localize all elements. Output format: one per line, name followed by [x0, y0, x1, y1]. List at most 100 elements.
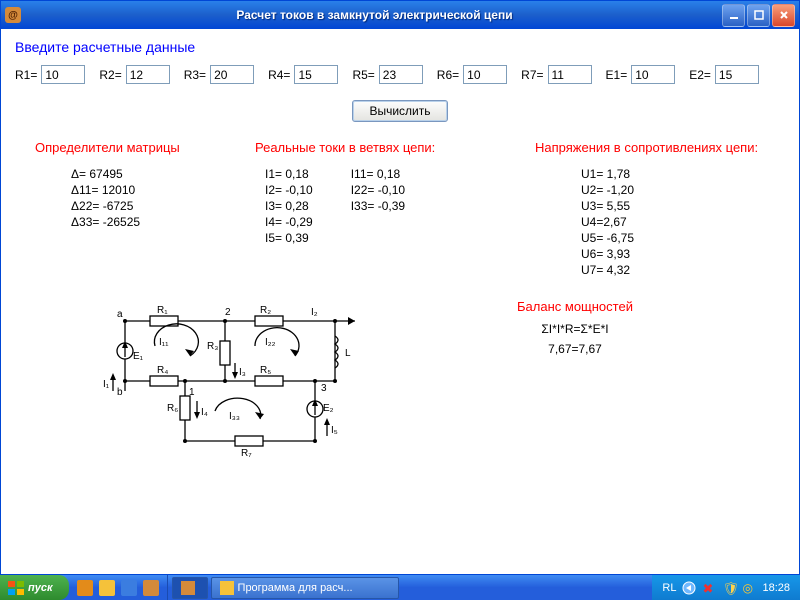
determinants-lines: Δ= 67495 Δ11= 12010 Δ22= -6725 Δ33= -265… — [35, 167, 245, 229]
currents-header: Реальные токи в ветвях цепи: — [255, 140, 525, 155]
volt-line: U7= 4,32 — [581, 263, 758, 277]
label-r1: R1= — [15, 68, 37, 82]
volt-line: U4=2,67 — [581, 215, 758, 229]
compute-button-wrap: Вычислить — [15, 100, 785, 122]
circuit-diagram: a b 2 1 3 R₁ R₂ R₃ R₄ R₅ R₆ R₇ E₁ E₂ — [95, 291, 365, 464]
svg-text:a: a — [117, 309, 123, 320]
input-r2[interactable] — [126, 65, 170, 84]
input-r3[interactable] — [210, 65, 254, 84]
svg-text:R₆: R₆ — [167, 403, 178, 414]
minimize-icon — [729, 10, 739, 20]
voltages-header: Напряжения в сопротивлениях цепи: — [535, 140, 758, 155]
maximize-button[interactable] — [747, 4, 770, 27]
folder-icon[interactable] — [99, 580, 115, 596]
current-line: I22= -0,10 — [351, 183, 405, 197]
current-line: I1= 0,18 — [265, 167, 313, 181]
svg-text:3: 3 — [321, 383, 327, 394]
current-line: I5= 0,39 — [265, 231, 313, 245]
label-r5: R5= — [352, 68, 374, 82]
det-line: Δ11= 12010 — [71, 183, 245, 197]
task-buttons: Программа для расч... — [168, 575, 653, 600]
current-line: I3= 0,28 — [265, 199, 313, 213]
windows-logo-icon — [8, 581, 24, 595]
volt-line: U2= -1,20 — [581, 183, 758, 197]
svg-text:I₂₂: I₂₂ — [265, 337, 276, 348]
lang-indicator[interactable]: RL — [662, 582, 676, 594]
results-row: Определители матрицы Δ= 67495 Δ11= 12010… — [15, 140, 785, 279]
balance-value: 7,67=7,67 — [365, 342, 785, 356]
svg-text:I₁₁: I₁₁ — [159, 337, 169, 348]
start-button[interactable]: пуск — [0, 575, 69, 600]
client-area: Введите расчетные данные R1= R2= R3= R4=… — [1, 29, 799, 474]
app-window: @ Расчет токов в замкнутой электрической… — [0, 0, 800, 575]
compute-button[interactable]: Вычислить — [352, 100, 447, 122]
input-r7[interactable] — [548, 65, 592, 84]
clock[interactable]: 18:28 — [762, 582, 790, 594]
input-r4[interactable] — [294, 65, 338, 84]
input-r5[interactable] — [379, 65, 423, 84]
power-balance: Баланс мощностей ΣI*I*R=Σ*E*I 7,67=7,67 — [365, 291, 785, 464]
window-controls — [722, 4, 795, 27]
svg-text:I₅: I₅ — [331, 425, 338, 436]
label-r6: R6= — [437, 68, 459, 82]
svg-text:I₄: I₄ — [201, 407, 208, 418]
label-r3: R3= — [184, 68, 206, 82]
svg-text:L: L — [345, 348, 351, 359]
task-folder[interactable]: Программа для расч... — [211, 577, 399, 599]
start-label: пуск — [28, 582, 53, 594]
minimize-button[interactable] — [722, 4, 745, 27]
svg-text:R₃: R₃ — [207, 341, 218, 352]
label-r7: R7= — [521, 68, 543, 82]
input-e2[interactable] — [715, 65, 759, 84]
det-line: Δ22= -6725 — [71, 199, 245, 213]
app-task-icon — [181, 581, 195, 595]
voltages-lines: U1= 1,78 U2= -1,20 U3= 5,55 U4=2,67 U5= … — [535, 167, 758, 277]
det-line: Δ= 67495 — [71, 167, 245, 181]
volt-line: U1= 1,78 — [581, 167, 758, 181]
currents-col1: I1= 0,18 I2= -0,10 I3= 0,28 I4= -0,29 I5… — [265, 167, 313, 247]
task-app[interactable] — [172, 577, 208, 599]
monitor-icon[interactable]: ◎ — [742, 581, 756, 595]
system-tray: RL ✖ 🛡 ◎ 18:28 — [652, 575, 800, 600]
svg-text:2: 2 — [225, 307, 231, 318]
close-button[interactable] — [772, 4, 795, 27]
det-line: Δ33= -26525 — [71, 215, 245, 229]
svg-text:R₂: R₂ — [260, 305, 271, 316]
app-icon: @ — [5, 7, 21, 23]
svg-text:R₇: R₇ — [241, 448, 252, 459]
determinants-column: Определители матрицы Δ= 67495 Δ11= 12010… — [15, 140, 245, 279]
svg-text:E₂: E₂ — [323, 403, 334, 414]
volt-line: U5= -6,75 — [581, 231, 758, 245]
determinants-header: Определители матрицы — [35, 140, 245, 155]
currents-column: Реальные токи в ветвях цепи: I1= 0,18 I2… — [255, 140, 525, 279]
svg-text:I₃₃: I₃₃ — [229, 411, 240, 422]
volt-line: U6= 3,93 — [581, 247, 758, 261]
maximize-icon — [754, 10, 764, 20]
bottom-row: a b 2 1 3 R₁ R₂ R₃ R₄ R₅ R₆ R₇ E₁ E₂ — [15, 291, 785, 464]
current-line: I2= -0,10 — [265, 183, 313, 197]
tray-icon[interactable] — [682, 581, 696, 595]
current-line: I11= 0,18 — [351, 167, 405, 181]
shield-icon[interactable]: 🛡 — [722, 581, 736, 595]
task-folder-label: Программа для расч... — [238, 582, 353, 594]
label-r4: R4= — [268, 68, 290, 82]
svg-text:R₁: R₁ — [157, 305, 168, 316]
circuit-svg: a b 2 1 3 R₁ R₂ R₃ R₄ R₅ R₆ R₇ E₁ E₂ — [95, 291, 365, 461]
input-e1[interactable] — [631, 65, 675, 84]
currents-col2: I11= 0,18 I22= -0,10 I33= -0,39 — [351, 167, 405, 247]
input-r6[interactable] — [463, 65, 507, 84]
app-shortcut-icon[interactable] — [143, 580, 159, 596]
label-e2: E2= — [689, 68, 711, 82]
titlebar[interactable]: @ Расчет токов в замкнутой электрической… — [1, 1, 799, 29]
quick-launch — [69, 575, 168, 600]
svg-text:I₃: I₃ — [239, 367, 246, 378]
balance-formula: ΣI*I*R=Σ*E*I — [365, 322, 785, 336]
balance-header: Баланс мощностей — [365, 299, 785, 314]
security-icon[interactable]: ✖ — [702, 581, 716, 595]
current-line: I33= -0,39 — [351, 199, 405, 213]
input-r1[interactable] — [41, 65, 85, 84]
firefox-icon[interactable] — [77, 580, 93, 596]
ie-icon[interactable] — [121, 580, 137, 596]
svg-text:1: 1 — [189, 387, 195, 398]
folder-task-icon — [220, 581, 234, 595]
